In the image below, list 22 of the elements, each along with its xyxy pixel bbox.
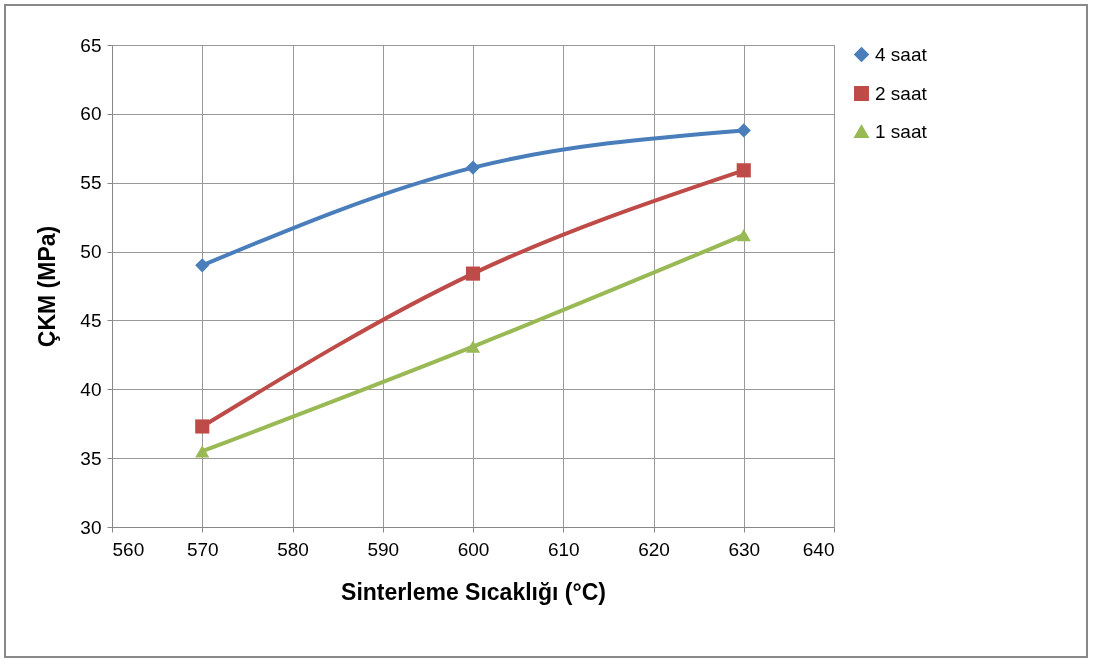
legend-label: 4 saat <box>875 43 928 65</box>
y-tick-label: 40 <box>80 378 102 400</box>
x-tick-label: 610 <box>547 538 580 560</box>
x-tick-label: 620 <box>638 538 670 560</box>
x-tick-label: 560 <box>112 538 145 560</box>
x-tick-label: 640 <box>802 538 835 560</box>
x-tick-label: 580 <box>277 538 309 560</box>
y-tick-label: 65 <box>80 34 102 56</box>
y-tick-label: 50 <box>80 241 102 263</box>
x-tick-label: 590 <box>367 538 400 560</box>
y-axis-title: ÇKM (MPa) <box>34 225 61 348</box>
legend-label: 1 saat <box>875 120 928 142</box>
x-axis-title: Sinterleme Sıcaklığı (°C) <box>341 578 606 605</box>
legend-label: 2 saat <box>875 82 928 104</box>
y-tick-label: 35 <box>80 447 102 469</box>
x-tick-label: 570 <box>186 538 219 560</box>
y-tick-label: 60 <box>80 103 102 125</box>
x-tick-label: 630 <box>728 538 761 560</box>
x-tick-label: 600 <box>457 538 490 560</box>
y-tick-label: 30 <box>80 516 102 538</box>
y-tick-label: 55 <box>80 172 102 194</box>
y-tick-label: 45 <box>80 309 102 331</box>
